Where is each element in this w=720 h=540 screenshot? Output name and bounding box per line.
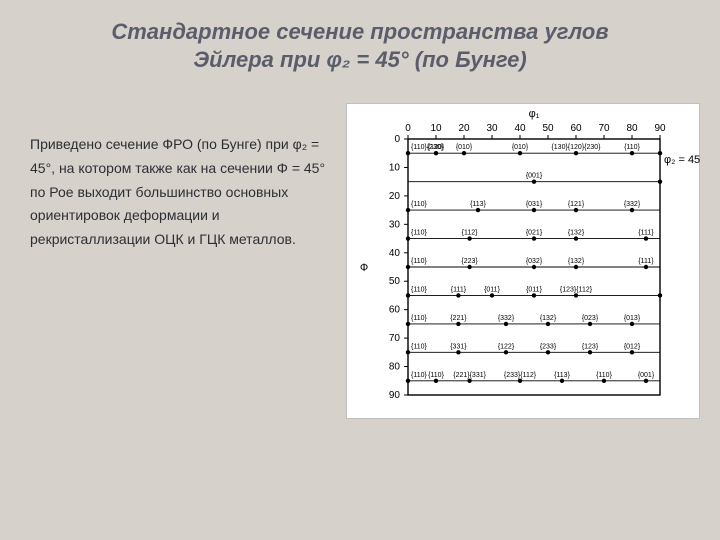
svg-text:60: 60 xyxy=(389,305,401,316)
svg-text:90: 90 xyxy=(654,123,666,134)
svg-text:{123}: {123} xyxy=(582,343,599,350)
body-paragraph: Приведено сечение ФРО (по Бунге) при φ₂ … xyxy=(30,103,340,252)
svg-text:{132}: {132} xyxy=(568,258,585,265)
svg-text:90: 90 xyxy=(389,390,401,401)
svg-text:{113}: {113} xyxy=(470,201,486,208)
svg-text:{121}: {121} xyxy=(568,201,585,208)
svg-text:{111}: {111} xyxy=(638,258,654,265)
svg-text:40: 40 xyxy=(514,123,526,134)
svg-text:{110}: {110} xyxy=(411,372,427,379)
svg-text:50: 50 xyxy=(542,123,554,134)
svg-text:{013}: {013} xyxy=(624,315,641,322)
svg-text:{110}: {110} xyxy=(596,372,612,379)
svg-text:{332}: {332} xyxy=(498,315,515,322)
svg-text:{123}{112}: {123}{112} xyxy=(560,286,593,293)
svg-text:{110}: {110} xyxy=(411,343,427,350)
svg-text:{110}: {110} xyxy=(411,201,427,208)
svg-text:{110}: {110} xyxy=(411,315,427,322)
svg-text:{132}: {132} xyxy=(568,230,585,237)
svg-text:{110}: {110} xyxy=(624,144,640,151)
svg-text:20: 20 xyxy=(458,123,470,134)
svg-text:{023}: {023} xyxy=(582,315,599,322)
svg-text:φ₂ = 45°: φ₂ = 45° xyxy=(664,154,700,166)
svg-text:{130}{120}{230}: {130}{120}{230} xyxy=(551,144,601,151)
svg-text:70: 70 xyxy=(389,333,401,344)
svg-text:{221}{331}: {221}{331} xyxy=(453,372,486,379)
svg-text:0: 0 xyxy=(405,123,411,134)
svg-text:{010}: {010} xyxy=(512,144,529,151)
slide-title: Стандартное сечение пространства углов Э… xyxy=(0,0,720,79)
svg-text:30: 30 xyxy=(486,123,498,134)
euler-section-chart: φ₁ Фφ₂ = 45° 0 10 20 30 40 50 60 70 80 90 0 10 20 30 40 5… xyxy=(346,103,700,419)
svg-text:40: 40 xyxy=(389,248,401,259)
svg-text:{001}: {001} xyxy=(638,372,655,379)
svg-text:{221}: {221} xyxy=(450,315,467,322)
svg-text:{031}: {031} xyxy=(526,201,543,208)
svg-text:{332}: {332} xyxy=(624,201,641,208)
svg-text:10: 10 xyxy=(430,123,442,134)
title-line-2: Эйлера при φ₂ = 45° (по Бунге) xyxy=(193,47,526,72)
svg-text:80: 80 xyxy=(626,123,638,134)
svg-text:Ф: Ф xyxy=(360,262,368,274)
svg-text:80: 80 xyxy=(389,362,401,373)
svg-text:{331}: {331} xyxy=(450,343,467,350)
svg-text:{011}: {011} xyxy=(526,286,542,293)
svg-text:{223}: {223} xyxy=(461,258,478,265)
svg-text:{012}: {012} xyxy=(624,343,641,350)
svg-text:50: 50 xyxy=(389,276,401,287)
svg-text:70: 70 xyxy=(598,123,610,134)
svg-text:60: 60 xyxy=(570,123,582,134)
svg-text:{111}: {111} xyxy=(451,286,467,293)
svg-text:{032}: {032} xyxy=(526,258,543,265)
svg-text:0: 0 xyxy=(394,134,400,145)
chart-svg: φ₁ Фφ₂ = 45° 0 10 20 30 40 50 60 70 80 90 0 10 20 30 40 5… xyxy=(346,103,700,419)
svg-text:20: 20 xyxy=(389,191,401,202)
svg-text:{233}{112}: {233}{112} xyxy=(504,372,537,379)
svg-text:{010}: {010} xyxy=(456,144,473,151)
svg-text:{233}: {233} xyxy=(540,343,557,350)
svg-text:φ₁: φ₁ xyxy=(529,108,540,120)
svg-text:{110}: {110} xyxy=(411,230,427,237)
svg-text:{132}: {132} xyxy=(540,315,557,322)
svg-text:{122}: {122} xyxy=(498,343,515,350)
svg-text:{113}: {113} xyxy=(554,372,570,379)
svg-text:{120}: {120} xyxy=(428,144,445,151)
title-line-1: Стандартное сечение пространства углов xyxy=(111,19,608,44)
svg-text:{011}: {011} xyxy=(484,286,500,293)
svg-text:{110}: {110} xyxy=(428,372,444,379)
svg-text:30: 30 xyxy=(389,219,401,230)
svg-text:{021}: {021} xyxy=(526,230,543,237)
svg-text:{110}: {110} xyxy=(411,286,427,293)
svg-text:{112}: {112} xyxy=(462,230,478,237)
svg-text:10: 10 xyxy=(389,162,401,173)
svg-text:{110}: {110} xyxy=(411,258,427,265)
slide: { "title_line1": "Стандартное сечение пр… xyxy=(0,0,720,540)
svg-text:{111}: {111} xyxy=(638,230,654,237)
content-row: Приведено сечение ФРО (по Бунге) при φ₂ … xyxy=(0,79,720,419)
svg-text:{001}: {001} xyxy=(526,173,543,180)
